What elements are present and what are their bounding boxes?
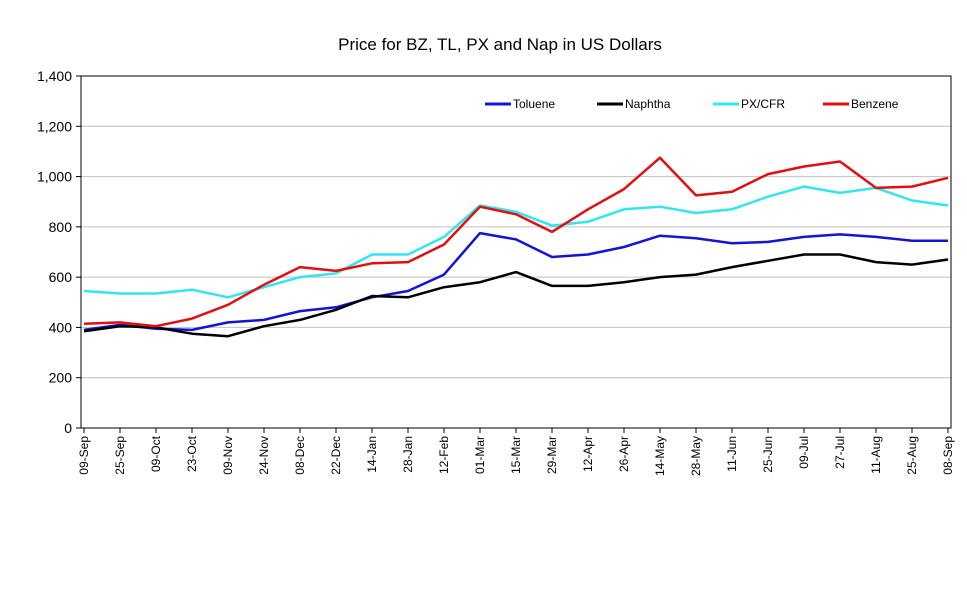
- plot-series: [83, 156, 949, 338]
- y-tick-label: 1,400: [37, 68, 72, 84]
- series-line-toluene: [83, 231, 948, 332]
- legend-label: Toluene: [513, 97, 555, 111]
- plot-frame: [80, 75, 952, 429]
- series-line-naphtha: [83, 253, 949, 338]
- x-tick-label: 09-Oct: [149, 435, 163, 472]
- legend-label: PX/CFR: [741, 97, 785, 111]
- y-tick-label: 600: [49, 269, 73, 285]
- x-tick-label: 12-Feb: [437, 436, 451, 474]
- legend-label: Naphtha: [625, 97, 671, 111]
- x-axis: 09-Sep 25-Sep 09-Oct 23-Oct 09-Nov 24-Nov 08-D…: [77, 428, 955, 476]
- x-tick-label: 08-Sep: [941, 436, 955, 475]
- y-tick-label: 1,200: [37, 118, 72, 134]
- y-tick-label: 800: [49, 219, 73, 235]
- y-tick-label: 400: [49, 319, 73, 335]
- x-tick-label: 01-Mar: [473, 436, 487, 474]
- legend-label: Benzene: [851, 97, 899, 111]
- x-tick-label: 23-Oct: [185, 435, 199, 472]
- x-tick-label: 11-Aug: [869, 436, 883, 474]
- x-tick-label: 29-Mar: [545, 436, 559, 474]
- legend: Toluene Naphtha PX/CFR Benzene: [485, 97, 899, 111]
- x-tick-label: 12-Apr: [581, 436, 595, 472]
- x-tick-label: 14-May: [653, 436, 667, 476]
- x-tick-label: 27-Jul: [833, 436, 847, 469]
- x-tick-label: 25-Jun: [761, 436, 775, 473]
- x-tick-label: 26-Apr: [617, 436, 631, 472]
- x-tick-label: 22-Dec: [329, 436, 343, 475]
- x-tick-label: 25-Sep: [113, 436, 127, 475]
- x-tick-label: 09-Sep: [77, 436, 91, 475]
- x-tick-label: 11-Jun: [725, 436, 739, 472]
- x-tick-label: 24-Nov: [257, 436, 271, 475]
- x-tick-label: 09-Nov: [221, 436, 235, 475]
- y-tick-label: 1,000: [37, 169, 72, 185]
- y-axis: 0 200 400 600 800 1,000 1,200 1,400: [37, 68, 81, 436]
- chart-grid: [81, 125, 951, 379]
- chart-title: Price for BZ, TL, PX and Nap in US Dolla…: [338, 35, 662, 54]
- x-tick-label: 25-Aug: [905, 436, 919, 475]
- series-line-px-cfr: [83, 185, 949, 299]
- x-tick-label: 14-Jan: [365, 436, 379, 473]
- x-tick-label: 15-Mar: [509, 436, 523, 474]
- y-tick-label: 200: [49, 370, 73, 386]
- x-tick-label: 08-Dec: [293, 436, 307, 475]
- x-tick-label: 28-May: [689, 436, 703, 476]
- y-tick-label: 0: [64, 420, 72, 436]
- series-line-benzene: [83, 156, 949, 328]
- x-tick-label: 09-Jul: [797, 436, 811, 469]
- x-tick-label: 28-Jan: [401, 436, 415, 473]
